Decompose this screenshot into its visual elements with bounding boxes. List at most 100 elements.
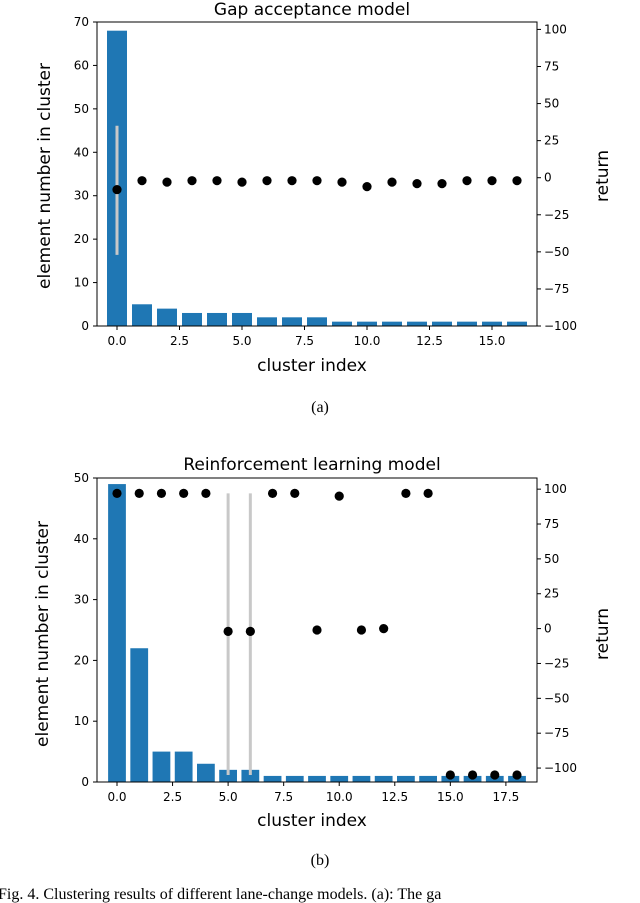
y-tick-label: 50	[74, 471, 89, 485]
return-point	[356, 625, 367, 635]
y2-axis-label: return	[593, 608, 613, 660]
y2-ticks: 100 75 50 25 0 −25 −50 −75 −100	[537, 482, 577, 775]
return-point	[362, 182, 372, 192]
return-point	[412, 179, 422, 189]
bar	[352, 775, 371, 782]
x-axis-label: cluster index	[257, 356, 367, 376]
return-point	[423, 488, 433, 498]
bar	[307, 317, 327, 326]
x-tick-label: 0.0	[107, 334, 126, 348]
bar	[232, 312, 252, 326]
sub-caption: (b)	[311, 852, 330, 869]
return-point	[245, 626, 255, 636]
return-point	[237, 177, 247, 187]
x-tick-label: 15.0	[437, 790, 464, 804]
y-ticks: 0 10 20 30 40 50 60 70	[74, 15, 97, 333]
x-tick-label: 5.0	[219, 790, 238, 804]
x-axis-label: cluster index	[257, 811, 367, 831]
y-tick-label: 30	[74, 189, 89, 203]
bar	[132, 304, 152, 326]
y-tick-label: 40	[74, 145, 89, 159]
return-point	[201, 488, 211, 498]
bar	[507, 321, 527, 326]
plot-frame	[96, 477, 538, 783]
chart-title: Gap acceptance model	[214, 0, 410, 20]
return-point	[379, 624, 389, 634]
x-tick-label: 2.5	[170, 334, 189, 348]
return-point	[462, 176, 472, 186]
return-point	[490, 770, 500, 780]
bar	[357, 321, 377, 326]
return-points	[112, 488, 522, 780]
bar	[332, 321, 352, 326]
x-ticks: 0.0 2.5 5.0 7.5 10.0 12.5 15.0	[107, 326, 505, 348]
y-axis-label: element number in cluster	[33, 521, 53, 747]
return-point	[179, 488, 189, 498]
sub-caption: (a)	[311, 399, 329, 416]
bar	[285, 775, 304, 782]
bar	[174, 751, 193, 782]
return-point	[312, 176, 322, 186]
bar	[282, 317, 302, 326]
bar	[157, 308, 177, 326]
return-point	[267, 488, 278, 498]
bar	[482, 321, 502, 326]
return-point	[137, 176, 147, 186]
bar	[308, 775, 326, 782]
chart-gap-acceptance: Gap acceptance model cluster index eleme…	[35, 0, 613, 416]
figure-caption: Fig. 4. Clustering results of different …	[0, 886, 441, 903]
bar	[330, 775, 349, 782]
return-point	[287, 176, 297, 186]
plot-frame	[96, 21, 538, 327]
return-point	[334, 491, 344, 501]
return-point	[212, 176, 222, 186]
x-tick-label: 12.5	[416, 334, 443, 348]
return-point	[312, 625, 322, 635]
y2-tick-label: 50	[544, 552, 559, 566]
x-tick-label: 10.0	[326, 790, 353, 804]
bar	[263, 775, 282, 782]
bar	[152, 751, 171, 782]
x-tick-label: 0.0	[107, 790, 126, 804]
y2-tick-label: 100	[544, 482, 567, 496]
return-point	[156, 488, 167, 498]
y-ticks: 0 10 20 30 40 50	[74, 471, 97, 789]
return-point	[337, 177, 347, 187]
y2-tick-label: 0	[544, 622, 552, 636]
bar	[407, 321, 427, 326]
chart-title: Reinforcement learning model	[183, 455, 440, 475]
y2-tick-label: −75	[544, 282, 569, 296]
bar	[419, 775, 437, 782]
return-points	[112, 176, 522, 195]
x-tick-label: 2.5	[163, 790, 182, 804]
bar	[219, 769, 237, 782]
y-axis-label: element number in cluster	[35, 63, 55, 289]
return-point	[445, 770, 455, 780]
y2-tick-label: 50	[544, 97, 559, 111]
x-tick-label: 10.0	[354, 334, 381, 348]
bar	[241, 769, 260, 782]
y-tick-label: 20	[74, 232, 89, 246]
y2-tick-label: −75	[544, 726, 569, 740]
bar	[182, 312, 202, 326]
bar	[374, 775, 393, 782]
return-point	[290, 488, 300, 498]
x-tick-label: 12.5	[381, 790, 408, 804]
y2-tick-label: 100	[544, 22, 567, 36]
y-tick-label: 0	[81, 319, 89, 333]
bar	[397, 775, 415, 782]
y2-tick-label: −50	[544, 691, 569, 705]
return-point	[387, 177, 397, 187]
y-tick-label: 20	[74, 653, 89, 667]
y2-tick-label: 0	[544, 171, 552, 185]
y-tick-label: 10	[74, 714, 89, 728]
bar	[197, 763, 215, 782]
x-tick-label: 17.5	[493, 790, 520, 804]
bar	[257, 317, 277, 326]
return-point	[134, 488, 144, 498]
return-point	[112, 488, 122, 498]
chart-reinforcement-learning: Reinforcement learning model cluster ind…	[33, 455, 613, 869]
bar	[207, 312, 227, 326]
y-tick-label: 10	[74, 276, 89, 290]
